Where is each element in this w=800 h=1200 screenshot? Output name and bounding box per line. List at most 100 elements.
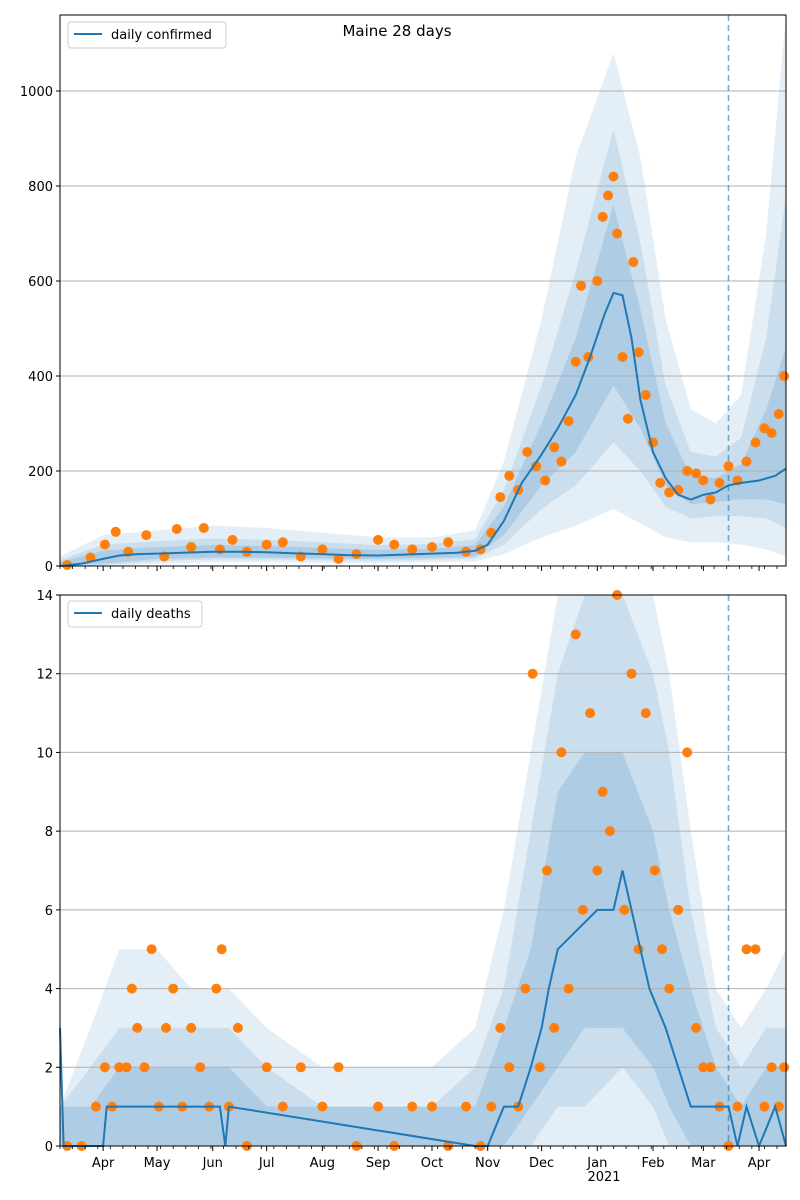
- data-point: [603, 190, 614, 201]
- confirmed-x-ticks: [59, 566, 778, 571]
- data-point: [682, 747, 693, 758]
- data-point: [261, 1062, 272, 1073]
- deaths-axes-frame: [59, 594, 787, 1147]
- deaths-legend-box: [67, 600, 203, 628]
- data-point: [698, 1062, 709, 1073]
- data-point: [110, 526, 121, 537]
- data-point: [577, 904, 588, 915]
- y-tick-label: 400: [28, 370, 53, 385]
- data-point: [640, 708, 651, 719]
- data-point: [427, 1101, 437, 1112]
- data-point: [531, 461, 542, 472]
- data-point: [139, 1062, 150, 1073]
- data-point: [549, 442, 560, 453]
- x-tick-label: Nov: [475, 1156, 501, 1171]
- x-tick-label: Sep: [366, 1156, 391, 1171]
- data-point: [556, 456, 567, 467]
- confirmed-legend-box: [67, 21, 227, 49]
- data-point: [211, 983, 222, 994]
- data-point: [186, 1022, 197, 1033]
- deaths-observed-points: [62, 590, 790, 1151]
- data-point: [141, 530, 152, 541]
- data-point: [126, 983, 137, 994]
- confirmed-uncertainty-bands: [60, 15, 786, 566]
- data-point: [295, 1062, 306, 1073]
- data-point: [779, 1062, 790, 1073]
- y-tick-label: 1000: [20, 85, 53, 100]
- data-point: [664, 487, 675, 498]
- data-point: [592, 865, 603, 876]
- data-point: [232, 1022, 243, 1033]
- y-tick-label: 200: [28, 465, 53, 480]
- data-point: [597, 786, 608, 797]
- data-point: [649, 865, 660, 876]
- data-point: [657, 944, 667, 955]
- data-point: [407, 1101, 418, 1112]
- data-point: [161, 1022, 171, 1033]
- y-tick-label: 0: [45, 1140, 53, 1155]
- deaths-chart-panel: 0 2 4 6 8 10 12 14 Apr May Jun Jul Aug Sep Oct Nov Dec J…: [36, 589, 790, 1185]
- data-point: [673, 904, 684, 915]
- uncertainty-band-middle: [60, 595, 786, 1146]
- data-point: [227, 534, 238, 545]
- data-point: [732, 1101, 743, 1112]
- data-point: [563, 416, 574, 427]
- data-point: [773, 409, 784, 419]
- data-point: [443, 537, 454, 548]
- confirmed-legend-label: daily confirmed: [111, 28, 212, 43]
- uncertainty-band-inner: [60, 205, 786, 566]
- data-point: [171, 524, 182, 534]
- data-point: [612, 228, 623, 239]
- x-tick-label: Apr: [748, 1156, 771, 1171]
- confirmed-legend: daily confirmed: [67, 21, 227, 49]
- data-point: [168, 983, 179, 994]
- y-tick-label: 0: [45, 560, 53, 575]
- data-point: [779, 371, 790, 381]
- data-point: [146, 944, 157, 955]
- data-point: [132, 1022, 143, 1033]
- deaths-x-axis: Apr May Jun Jul Aug Sep Oct Nov Dec Jan Feb Mar Apr: [59, 1146, 778, 1171]
- deaths-legend-label: daily deaths: [111, 607, 191, 622]
- data-point: [617, 352, 628, 362]
- data-point: [698, 475, 709, 486]
- x-tick-label: Jun: [202, 1156, 223, 1171]
- data-point: [114, 1062, 125, 1073]
- y-tick-label: 6: [45, 904, 53, 919]
- uncertainty-band-middle: [60, 129, 786, 566]
- x-tick-label: Jan: [586, 1156, 607, 1171]
- data-point: [633, 347, 644, 358]
- x-axis-year-label: 2021: [587, 1170, 620, 1185]
- confirmed-model-line: [59, 291, 787, 567]
- data-point: [373, 534, 384, 545]
- data-point: [626, 668, 637, 679]
- data-point: [592, 276, 603, 286]
- data-point: [522, 447, 533, 457]
- x-tick-label: Jul: [258, 1156, 275, 1171]
- uncertainty-band-outer: [60, 15, 786, 566]
- data-point: [766, 428, 777, 438]
- confirmed-axes-frame: [59, 14, 787, 567]
- y-tick-label: 10: [36, 746, 53, 761]
- data-point: [121, 1062, 132, 1073]
- data-point: [549, 1022, 560, 1033]
- data-point: [389, 539, 400, 550]
- confirmed-chart-panel: 0 200 400 600 800 1000 Maine 28 days daily co…: [20, 14, 790, 575]
- deaths-model-line: [59, 870, 787, 1149]
- data-point: [495, 1022, 506, 1033]
- data-point: [99, 1062, 110, 1073]
- data-point: [277, 1101, 288, 1112]
- data-point: [741, 944, 752, 955]
- data-point: [691, 468, 702, 479]
- data-point: [576, 280, 587, 291]
- data-point: [333, 1062, 344, 1073]
- y-tick-label: 4: [45, 983, 53, 998]
- data-point: [570, 629, 581, 640]
- data-point: [750, 437, 761, 448]
- data-point: [214, 544, 225, 555]
- data-point: [759, 423, 770, 434]
- deaths-uncertainty-bands: [60, 595, 786, 1146]
- data-point: [427, 542, 437, 552]
- data-point: [504, 1062, 515, 1073]
- data-point: [540, 475, 551, 486]
- data-point: [682, 466, 693, 476]
